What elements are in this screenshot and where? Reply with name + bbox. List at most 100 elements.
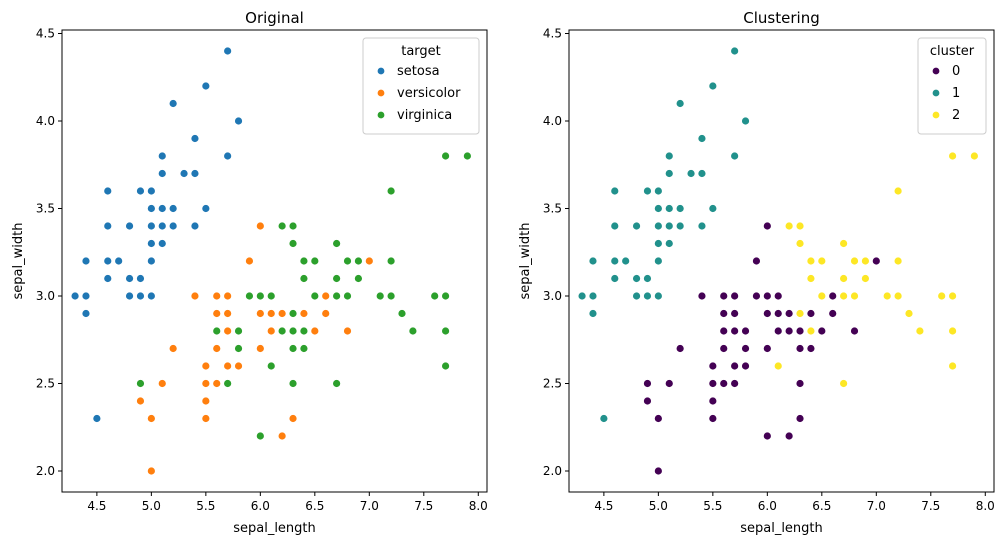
data-point-setosa [146, 291, 156, 301]
data-point-2 [893, 186, 903, 196]
data-point-versicolor [223, 326, 233, 336]
chart-title: Clustering [743, 9, 819, 27]
data-point-setosa [136, 291, 145, 301]
data-point-1 [664, 239, 674, 248]
plot-frame [61, 29, 488, 493]
data-point-1 [686, 169, 696, 178]
data-point-versicolor [255, 344, 265, 353]
x-tick-label: 7.5 [921, 499, 940, 513]
y-tick-label: 4.0 [543, 114, 562, 128]
legend-marker-2 [931, 110, 941, 120]
legend-box [917, 37, 987, 135]
legend-marker-versicolor [376, 88, 386, 98]
data-point-setosa [146, 221, 156, 231]
data-point-virginica [386, 291, 396, 301]
data-point-1 [664, 151, 674, 161]
data-point-1 [610, 186, 620, 196]
data-point-2 [806, 256, 816, 266]
data-point-0 [817, 326, 827, 336]
data-point-versicolor [157, 379, 167, 388]
data-point-0 [741, 326, 750, 336]
data-point-1 [675, 99, 685, 108]
data-point-virginica [288, 221, 298, 231]
data-point-virginica [277, 221, 287, 231]
data-point-1 [610, 221, 620, 231]
legend: cluster 0 1 2 [917, 37, 987, 135]
data-point-virginica [255, 431, 265, 441]
data-point-0 [643, 396, 652, 406]
data-point-virginica [245, 291, 254, 301]
data-point-1 [632, 274, 641, 283]
data-point-1 [632, 221, 641, 231]
data-point-virginica [310, 291, 320, 301]
data-point-versicolor [343, 326, 352, 336]
points-layer [70, 46, 472, 476]
data-point-setosa [190, 134, 200, 143]
data-point-setosa [179, 169, 189, 178]
data-point-versicolor [266, 326, 276, 336]
y-tick-label: 4.5 [36, 27, 55, 41]
x-tick-label: 6.0 [758, 499, 777, 513]
data-point-0 [806, 344, 816, 353]
x-tick-label: 7.5 [414, 499, 433, 513]
data-point-setosa [234, 116, 243, 126]
x-tick-label: 8.0 [976, 499, 995, 513]
data-point-2 [850, 291, 859, 301]
data-point-1 [675, 204, 685, 213]
y-tick-label: 2.0 [36, 464, 55, 478]
data-point-0 [773, 291, 783, 301]
data-point-versicolor [223, 309, 233, 318]
data-point-setosa [103, 186, 113, 196]
data-point-setosa [157, 239, 167, 248]
data-point-0 [730, 291, 740, 301]
data-point-versicolor [212, 344, 222, 353]
x-axis-label: sepal_length [740, 521, 823, 536]
data-point-versicolor [146, 466, 156, 476]
legend-title: target [401, 44, 441, 59]
data-point-virginica [386, 186, 396, 196]
data-point-virginica [375, 291, 385, 301]
data-point-0 [675, 344, 685, 353]
data-point-setosa [146, 239, 156, 248]
data-point-setosa [168, 204, 178, 213]
data-point-0 [795, 379, 805, 388]
x-tick-label: 4.5 [594, 499, 613, 513]
data-point-setosa [223, 46, 233, 56]
data-point-virginica [441, 151, 450, 161]
data-point-setosa [125, 274, 134, 283]
data-point-virginica [234, 326, 243, 336]
legend-marker-1 [931, 88, 941, 98]
data-point-virginica [266, 291, 276, 301]
chart-title: Original [245, 9, 304, 27]
data-point-virginica [299, 344, 309, 353]
data-point-1 [664, 204, 674, 213]
legend-entry-setosa: setosa [397, 64, 440, 79]
data-point-virginica [354, 256, 363, 266]
chart-original: Original sepal_length sepal_width 4.5 5.0… [11, 9, 488, 536]
data-point-versicolor [321, 291, 331, 301]
y-tick-label: 2.0 [543, 464, 562, 478]
x-tick-label: 5.0 [142, 499, 161, 513]
data-point-1 [653, 291, 663, 301]
data-point-1 [610, 256, 620, 266]
legend-marker-0 [931, 66, 941, 76]
plot-frame [568, 29, 995, 493]
data-point-2 [948, 361, 957, 371]
data-point-virginica [288, 379, 298, 388]
data-point-setosa [81, 291, 91, 301]
data-point-0 [752, 291, 761, 301]
data-point-2 [882, 291, 892, 301]
legend-marker-setosa [376, 66, 386, 76]
data-point-versicolor [190, 291, 200, 301]
data-point-0 [708, 379, 718, 388]
data-point-virginica [277, 326, 287, 336]
data-point-2 [948, 291, 957, 301]
data-point-versicolor [299, 309, 309, 318]
data-point-2 [861, 274, 870, 283]
data-point-setosa [136, 274, 145, 283]
data-point-0 [871, 256, 881, 266]
data-point-virginica [288, 309, 298, 318]
x-tick-label: 5.0 [649, 499, 668, 513]
data-point-1 [643, 274, 652, 283]
